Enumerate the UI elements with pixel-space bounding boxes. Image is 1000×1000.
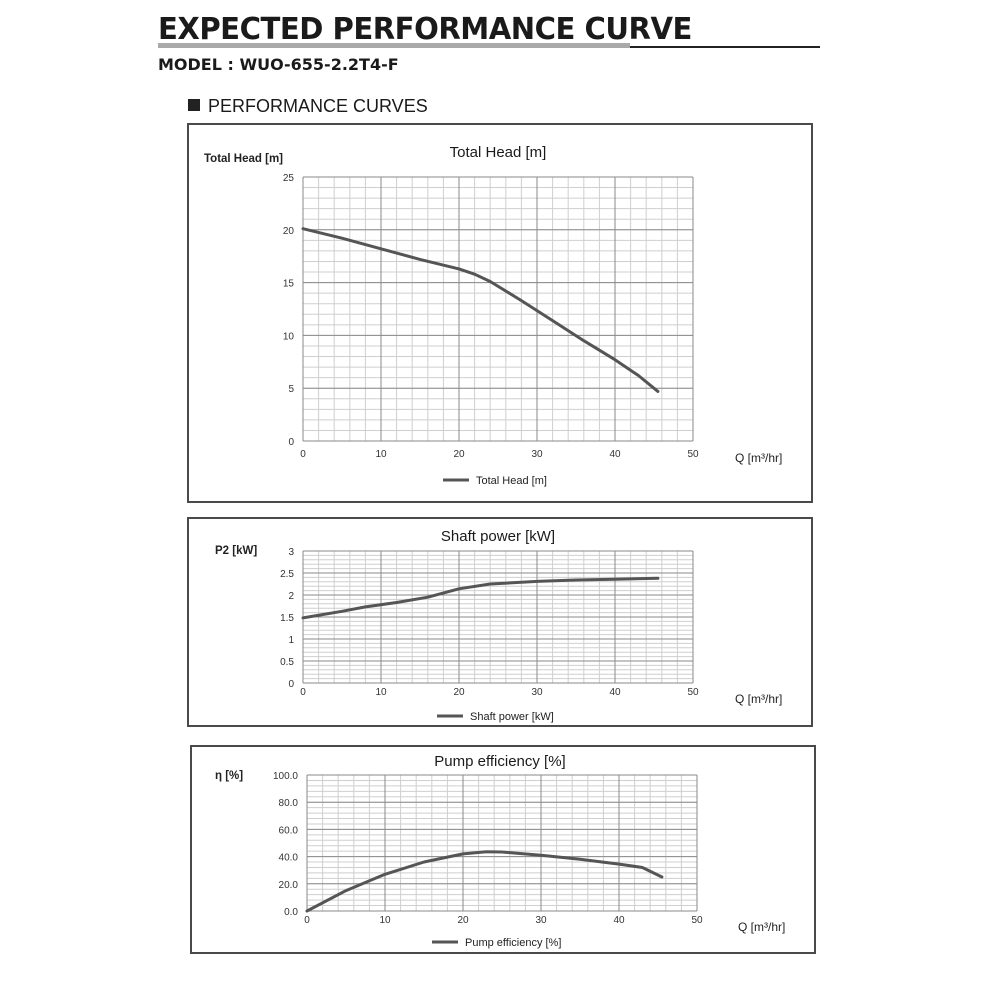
x-tick-label: 20 (453, 687, 465, 698)
x-tick-label: 50 (687, 449, 699, 460)
y-axis-label: P2 [kW] (215, 545, 257, 557)
y-tick-label: 1.5 (280, 613, 294, 624)
y-tick-label: 15 (283, 279, 295, 290)
series-line (305, 850, 664, 913)
x-tick-label: 10 (375, 449, 387, 460)
x-tick-label: 30 (535, 915, 547, 926)
y-tick-label: 3 (288, 547, 294, 558)
y-tick-label: 1 (288, 635, 294, 646)
x-axis-label: Q [m³/hr] (738, 920, 785, 934)
power-chart-panel (187, 517, 813, 727)
y-tick-label: 10 (283, 331, 295, 342)
y-tick-label: 5 (288, 384, 294, 395)
x-axis-label: Q [m³/hr] (735, 692, 782, 706)
model-label: MODEL : WUO-655-2.2T4-F (158, 55, 399, 74)
efficiency-chart-panel (190, 745, 816, 954)
series-line (301, 576, 660, 620)
square-bullet-icon (188, 99, 200, 111)
x-tick-label: 30 (531, 449, 543, 460)
legend-label: Shaft power [kW] (470, 711, 554, 723)
x-tick-label: 30 (531, 687, 543, 698)
head-chart-panel (187, 123, 813, 503)
chart-title: Shaft power [kW] (441, 528, 555, 545)
chart-title: Total Head [m] (450, 144, 547, 161)
x-tick-label: 20 (453, 449, 465, 460)
x-tick-label: 0 (300, 687, 306, 698)
legend-label: Total Head [m] (476, 475, 547, 487)
x-tick-label: 0 (304, 915, 310, 926)
y-tick-label: 2 (288, 591, 294, 602)
y-tick-label: 100.0 (273, 771, 298, 782)
y-tick-label: 2.5 (280, 569, 294, 580)
y-axis-label: Total Head [m] (204, 153, 283, 165)
title-rule (630, 46, 820, 48)
x-tick-label: 50 (691, 915, 703, 926)
y-tick-label: 0 (288, 437, 294, 448)
x-tick-label: 40 (609, 449, 621, 460)
x-tick-label: 10 (379, 915, 391, 926)
y-axis-label: η [%] (215, 770, 243, 782)
y-tick-label: 20 (283, 226, 295, 237)
y-tick-label: 40.0 (279, 853, 299, 864)
section-heading: PERFORMANCE CURVES (208, 96, 428, 116)
x-axis-label: Q [m³/hr] (735, 451, 782, 465)
x-tick-label: 20 (457, 915, 469, 926)
page-title: EXPECTED PERFORMANCE CURVE (158, 12, 692, 47)
chart-title: Pump efficiency [%] (434, 753, 565, 770)
x-tick-label: 40 (613, 915, 625, 926)
series-line (301, 227, 660, 393)
x-tick-label: 50 (687, 687, 699, 698)
x-tick-label: 0 (300, 449, 306, 460)
y-tick-label: 20.0 (279, 880, 299, 891)
y-tick-label: 25 (283, 173, 295, 184)
y-tick-label: 0.0 (284, 907, 298, 918)
y-tick-label: 80.0 (279, 798, 299, 809)
legend-label: Pump efficiency [%] (465, 937, 561, 949)
y-tick-label: 0 (288, 679, 294, 690)
y-tick-label: 0.5 (280, 657, 294, 668)
x-tick-label: 10 (375, 687, 387, 698)
x-tick-label: 40 (609, 687, 621, 698)
title-underline (158, 43, 630, 48)
y-tick-label: 60.0 (279, 825, 299, 836)
